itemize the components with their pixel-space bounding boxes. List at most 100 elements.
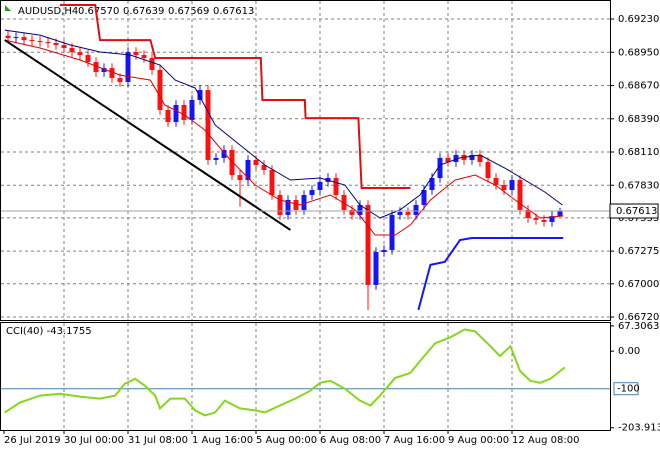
candle-body [13,37,19,39]
candle-body [413,204,419,215]
candle-body [517,180,523,210]
candle-body [93,62,99,72]
candle-body [53,43,59,46]
y-tick-label: 0.66720 [618,312,659,323]
candle-body [485,161,491,179]
candle-body [69,48,75,53]
candle-body [397,211,403,215]
y-tick-label: 67.3063 [618,321,659,332]
candle-body [237,175,243,181]
cci-line [4,328,566,417]
candle-body [341,194,347,210]
candle-body [501,185,507,191]
ohlc-value: 0.67613 [213,6,254,17]
candle-body [301,194,307,210]
last-price-label: 0.67613 [616,206,657,217]
candle-body [453,154,459,162]
y-tick-label: 0.69230 [618,14,659,25]
candle-body [493,178,499,186]
y-tick-label: 0.68110 [618,147,659,158]
indicator-line [4,39,291,231]
candle-body [253,159,259,165]
candle-body [173,104,179,122]
candle-body [525,209,531,219]
symbol-icon [5,5,11,11]
indicator-line [4,29,563,219]
last-price-box [609,203,659,219]
ohlc-value: 0.67569 [168,6,209,17]
candle-body [213,157,219,160]
x-tick-label: 12 Aug 08:00 [512,435,579,446]
ohlc-value: 0.67639 [123,6,164,17]
y-tick-label: -203.9138 [618,423,660,434]
candle-body [77,52,83,56]
y-tick-label: 0.67000 [618,279,659,290]
candle-body [285,199,291,215]
indicator-line [60,4,411,189]
candle-body [45,42,51,44]
candle-body [205,90,211,160]
candle-body [29,40,35,42]
candle-body [509,180,515,191]
candle-body [5,35,11,39]
candle-body [293,199,299,210]
candle-body [373,251,379,285]
candle-body [277,194,283,215]
candle-body [61,45,67,49]
candle-body [149,57,155,70]
candle-body [261,164,267,170]
candle-body [557,211,563,217]
candle-body [85,55,91,63]
candle-body [269,169,275,195]
main-panel [0,0,611,321]
indicator-line [417,237,564,311]
candle-body [181,104,187,120]
candle-body [365,204,371,285]
candle-body [437,157,443,179]
x-tick-label: 9 Aug 00:00 [448,435,509,446]
candle-body [445,157,451,162]
candle-body [389,214,395,250]
candle-body [357,204,363,215]
x-tick-label: 7 Aug 16:00 [384,435,445,446]
candle-body [157,69,163,110]
x-tick-label: 26 Jul 2019 [4,435,61,446]
y-tick-label: 0.68390 [618,114,659,125]
level-label: -100 [617,384,640,395]
candle-body [117,78,123,82]
candle-body [109,68,115,79]
candle-body [429,178,435,191]
candle-body [245,159,251,181]
candle-body [477,154,483,162]
candle-body [133,52,139,56]
x-tick-label: 6 Aug 08:00 [320,435,381,446]
candle-body [37,41,43,43]
candle-body [333,178,339,195]
x-tick-label: 31 Jul 08:00 [128,435,188,446]
x-tick-label: 1 Aug 16:00 [192,435,253,446]
indicator-panel [0,322,611,431]
candle-body [21,37,27,41]
x-tick-label: 30 Jul 00:00 [64,435,124,446]
y-tick-label: 0.67275 [618,246,659,257]
candle-body [541,219,547,222]
candle-body [405,211,411,215]
level-box [613,382,639,396]
candle-body [469,154,475,160]
candle-body [309,190,315,195]
ohlc-value: 0.67570 [78,6,119,17]
y-tick-label: 0.68670 [618,81,659,92]
symbol-label: AUDUSD,H4 [18,6,78,17]
candle-body [229,149,235,176]
candle-body [221,149,227,158]
y-tick-label: 0.68950 [618,47,659,58]
candle-body [317,181,323,191]
x-tick-label: 5 Aug 00:00 [256,435,317,446]
candle-body [101,68,107,72]
candle-body [141,55,147,58]
candle-body [165,109,171,122]
candle-body [533,218,539,220]
candle-body [197,90,203,101]
